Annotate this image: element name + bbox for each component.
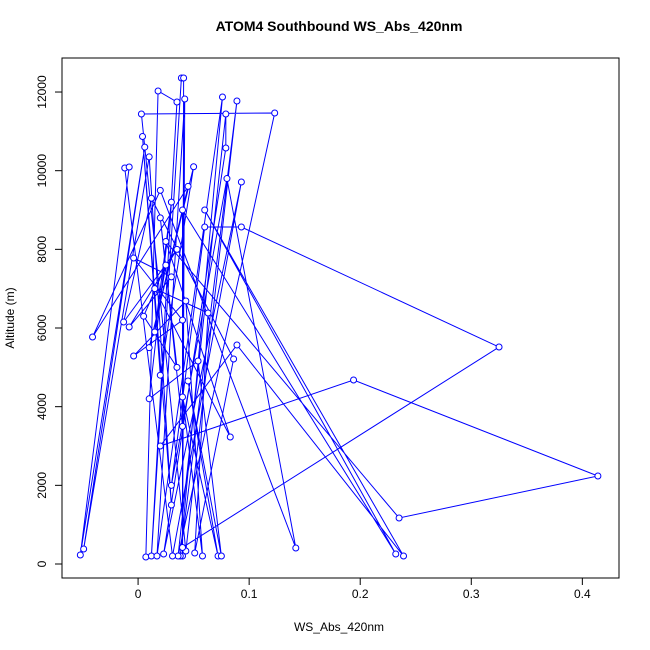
data-point [167, 501, 175, 509]
data-point [162, 237, 170, 245]
data-point [395, 514, 403, 522]
data-point [89, 333, 97, 341]
y-tick-label: 2000 [35, 472, 49, 499]
data-point [226, 433, 234, 441]
data-point [167, 198, 175, 206]
data-point [156, 186, 164, 194]
data-point [184, 182, 192, 190]
data-point [162, 261, 170, 269]
data-point [180, 74, 188, 82]
data-point [179, 393, 187, 401]
data-point [179, 206, 187, 214]
data-point [156, 214, 164, 222]
data-point [237, 223, 245, 231]
data-point [222, 110, 230, 118]
x-tick-label: 0.1 [241, 587, 258, 601]
data-point [292, 544, 300, 552]
data-point [125, 323, 133, 331]
data-point [153, 552, 161, 560]
x-axis-label: WS_Abs_420nm [294, 620, 384, 634]
data-point [145, 395, 153, 403]
data-point [137, 110, 145, 118]
data-point [151, 328, 159, 336]
y-tick-label: 10000 [35, 154, 49, 188]
x-tick-label: 0.2 [352, 587, 369, 601]
data-point [594, 472, 602, 480]
data-point [233, 97, 241, 105]
data-point [201, 223, 209, 231]
data-line [79, 77, 600, 558]
data-point [125, 163, 133, 171]
data-point [141, 143, 149, 151]
data-point [495, 343, 503, 351]
data-point [156, 442, 164, 450]
data-point [392, 550, 400, 558]
data-point [76, 551, 84, 559]
data-point [217, 552, 225, 560]
data-point [130, 352, 138, 360]
data-point [167, 273, 175, 281]
data-point [201, 206, 209, 214]
data-point [223, 175, 231, 183]
data-point [237, 178, 245, 186]
data-point [173, 363, 181, 371]
data-point [182, 297, 190, 305]
x-tick-label: 0.3 [463, 587, 480, 601]
data-point [151, 285, 159, 293]
data-point [179, 422, 187, 430]
data-point [156, 371, 164, 379]
data-point [191, 549, 199, 557]
data-point [147, 194, 155, 202]
data-point [181, 95, 189, 103]
plot-box [61, 57, 620, 579]
data-point [179, 543, 187, 551]
data-point [198, 552, 206, 560]
data-point [173, 245, 181, 253]
data-point [233, 341, 241, 349]
data-point [271, 109, 279, 117]
y-tick-label: 6000 [35, 314, 49, 341]
y-tick-label: 0 [35, 560, 49, 567]
data-point [142, 553, 150, 561]
data-point [204, 309, 212, 317]
x-tick-label: 0.4 [574, 587, 591, 601]
data-point [140, 312, 148, 320]
x-tick-label: 0 [135, 587, 142, 601]
data-point [230, 355, 238, 363]
data-point [145, 344, 153, 352]
data-point [222, 144, 230, 152]
data-point [184, 377, 192, 385]
data-point [173, 98, 181, 106]
data-point [179, 316, 187, 324]
data-point [400, 552, 408, 560]
data-point [190, 163, 198, 171]
data-point [169, 552, 177, 560]
data-point [350, 376, 358, 384]
data-point [154, 87, 162, 95]
data-point [80, 545, 88, 553]
y-tick-label: 12000 [35, 75, 49, 109]
data-point [218, 93, 226, 101]
data-point [160, 550, 168, 558]
data-point [139, 132, 147, 140]
y-tick-label: 4000 [35, 393, 49, 420]
chart-title: ATOM4 Southbound WS_Abs_420nm [216, 18, 463, 34]
data-point [145, 153, 153, 161]
y-tick-label: 8000 [35, 236, 49, 263]
data-point [120, 318, 128, 326]
y-axis-label: Altitude (m) [3, 287, 17, 348]
data-point [194, 357, 202, 365]
data-point [167, 481, 175, 489]
data-point [130, 254, 138, 262]
